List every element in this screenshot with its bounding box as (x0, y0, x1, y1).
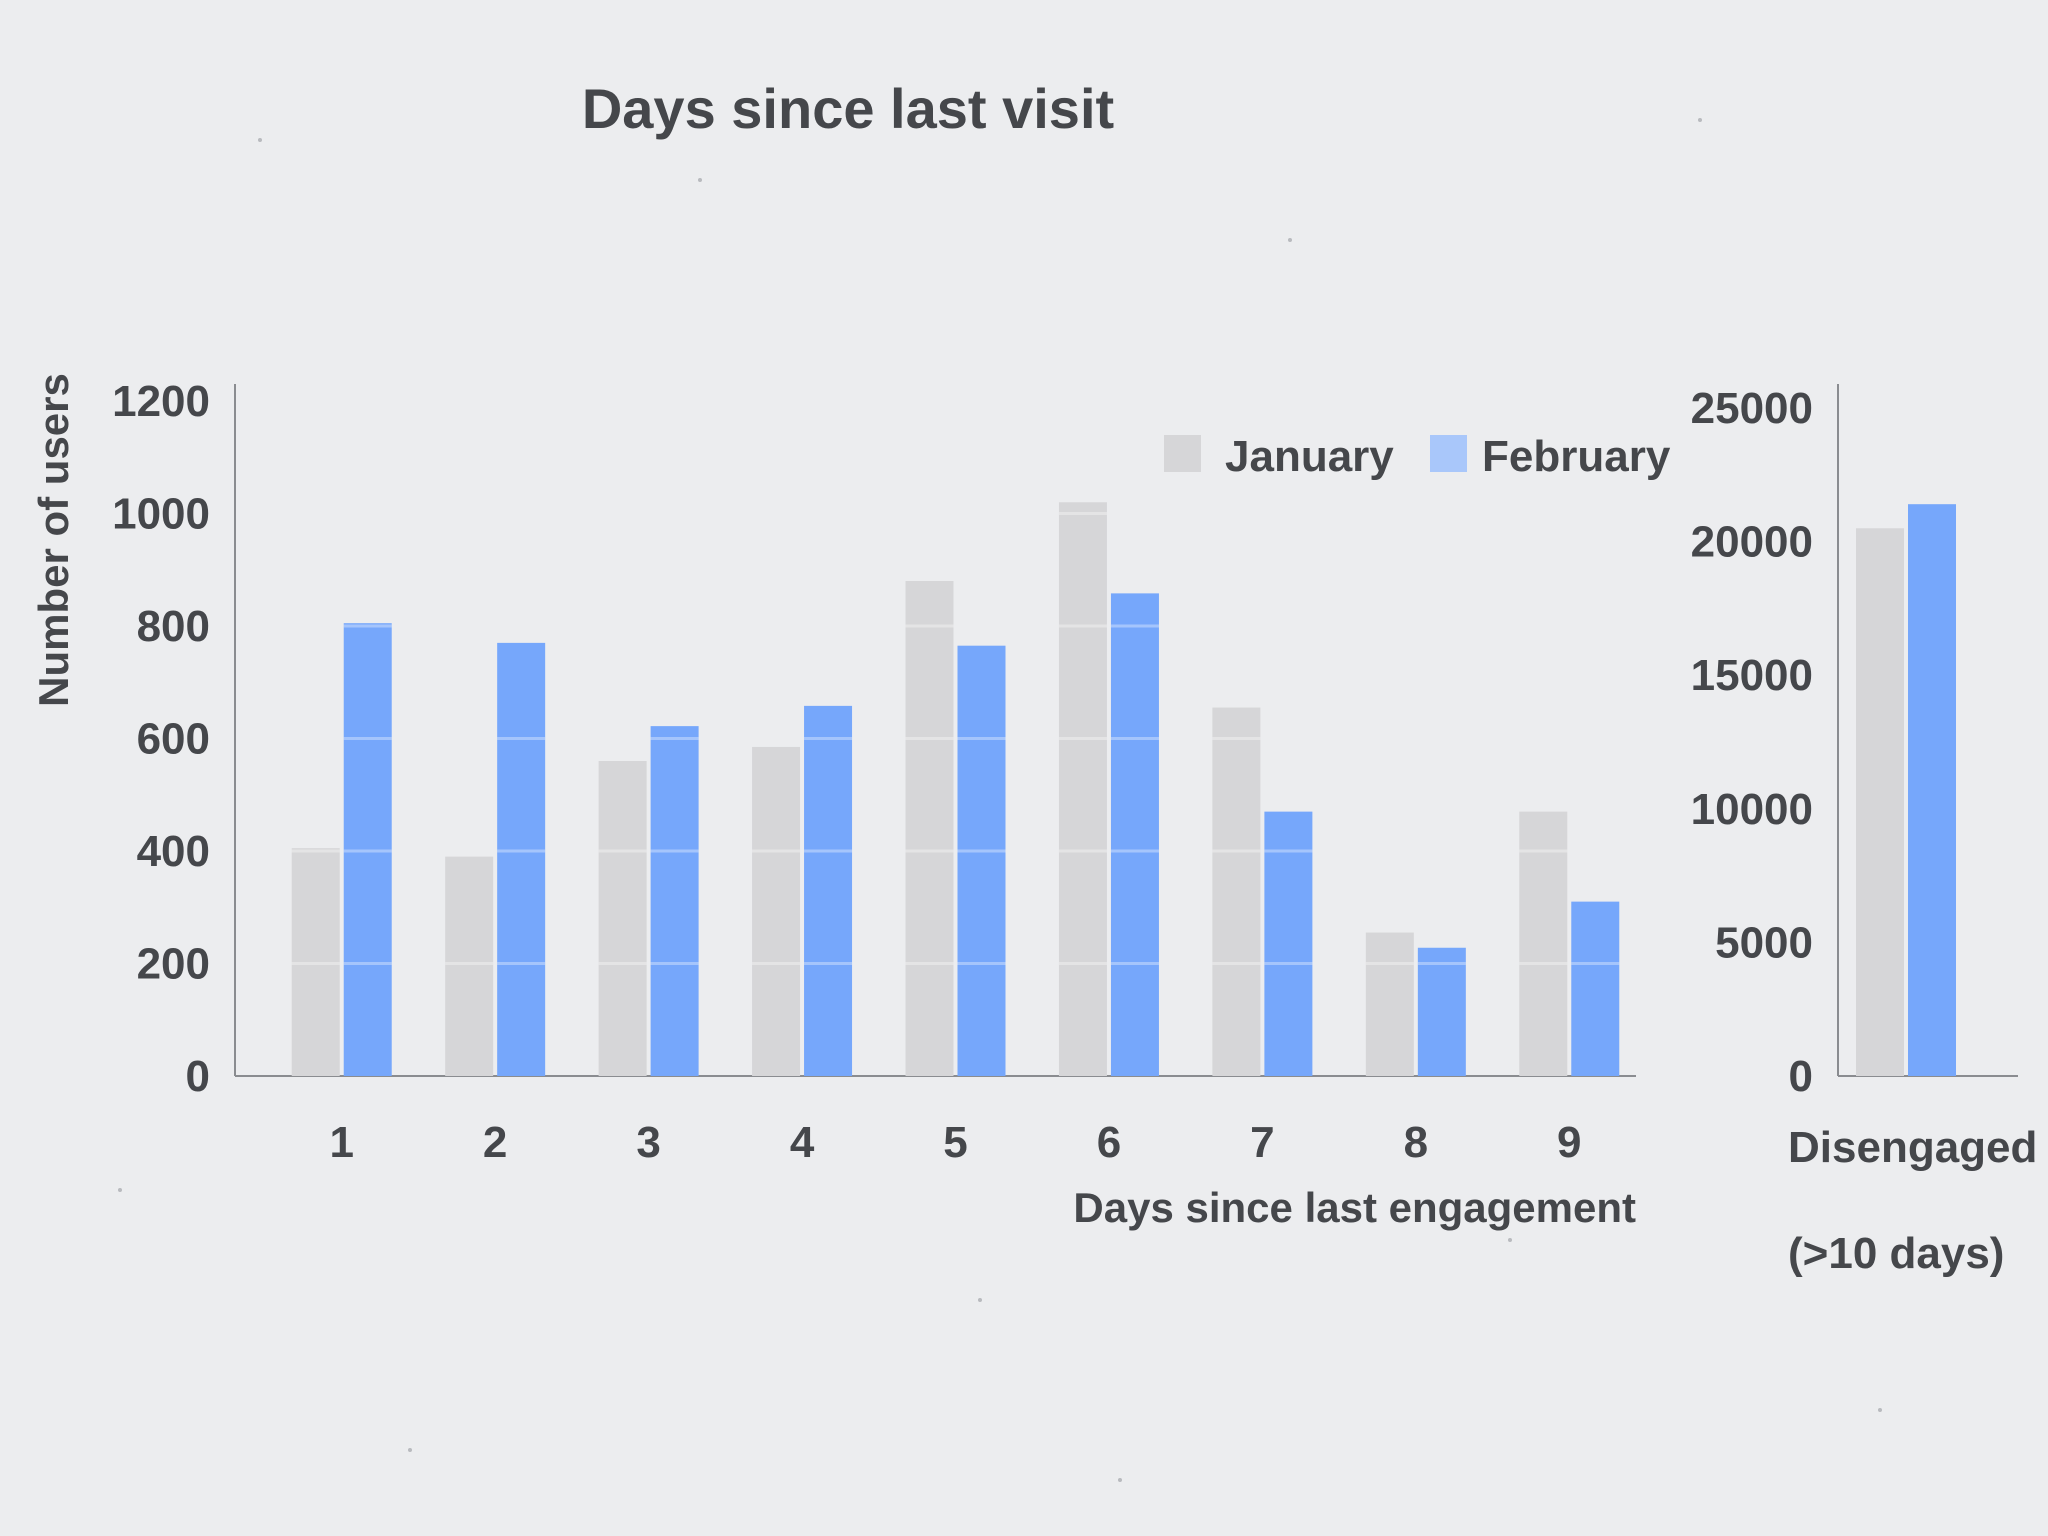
bar-january-5 (905, 581, 954, 1076)
left-y-tick-label: 200 (137, 940, 210, 989)
x-tick-label: 2 (483, 1118, 507, 1167)
left-y-tick-label: 800 (137, 602, 210, 651)
left-y-tick-label: 600 (137, 715, 210, 764)
chart-title: Days since last visit (582, 77, 1114, 140)
left-y-tick-label: 1200 (112, 377, 210, 426)
bar-february-2 (497, 642, 546, 1076)
left-y-ticks: 0 200 400 600 800 1000 1200 (112, 377, 210, 1101)
bar-january-4 (752, 746, 801, 1076)
x-tick-label: 5 (943, 1118, 967, 1167)
left-y-tick-label: 0 (186, 1052, 210, 1101)
legend-label-february: February (1482, 432, 1671, 481)
bar-february-5 (957, 645, 1006, 1076)
x-tick-label: 8 (1404, 1118, 1428, 1167)
right-bars (1856, 504, 1956, 1076)
bar-january-3 (598, 761, 647, 1076)
right-y-tick-label: 20000 (1691, 518, 1813, 567)
speckle-texture (118, 118, 1882, 1482)
right-y-tick-label: 15000 (1691, 651, 1813, 700)
x-tick-label: 3 (636, 1118, 660, 1167)
bar-january-2 (445, 856, 494, 1076)
right-y-tick-label: 25000 (1691, 384, 1813, 433)
x-tick-label: 9 (1557, 1118, 1581, 1167)
right-category-label: Disengaged (1788, 1123, 2037, 1172)
bar-february-9 (1571, 901, 1620, 1076)
right-y-tick-label: 0 (1789, 1052, 1813, 1101)
bar-february-4 (804, 705, 853, 1076)
x-tick-label: 7 (1250, 1118, 1274, 1167)
left-y-tick-label: 1000 (112, 490, 210, 539)
left-y-tick-label: 400 (137, 827, 210, 876)
legend-label-january: January (1225, 432, 1394, 481)
bar-february-disengaged (1908, 504, 1956, 1076)
legend: January February (1164, 432, 1671, 481)
x-tick-label: 1 (329, 1118, 353, 1167)
bar-february-6 (1110, 593, 1159, 1076)
bar-january-disengaged (1856, 528, 1904, 1076)
right-y-tick-label: 10000 (1691, 785, 1813, 834)
right-y-ticks: 0 5000 10000 15000 20000 25000 (1691, 384, 1813, 1101)
bar-january-8 (1365, 932, 1414, 1076)
bar-february-8 (1417, 947, 1466, 1076)
bar-january-7 (1212, 707, 1261, 1076)
bar-highlight-lines (291, 512, 1620, 965)
left-bars (291, 502, 1620, 1076)
right-category-sublabel: (>10 days) (1788, 1229, 2004, 1278)
bar-february-1 (343, 623, 392, 1076)
bar-february-3 (650, 726, 699, 1076)
left-x-ticks: 1 2 3 4 5 6 7 8 9 (329, 1118, 1581, 1167)
x-tick-label: 4 (790, 1118, 815, 1167)
x-tick-label: 6 (1097, 1118, 1121, 1167)
legend-swatch-january (1164, 435, 1201, 472)
legend-swatch-february (1430, 435, 1467, 472)
bar-january-1 (291, 848, 340, 1076)
y-axis-label: Number of users (30, 373, 77, 707)
bar-february-7 (1264, 811, 1313, 1076)
right-y-tick-label: 5000 (1715, 918, 1813, 967)
bar-january-6 (1058, 502, 1107, 1076)
bar-january-9 (1519, 811, 1568, 1076)
x-axis-label: Days since last engagement (1073, 1184, 1636, 1231)
